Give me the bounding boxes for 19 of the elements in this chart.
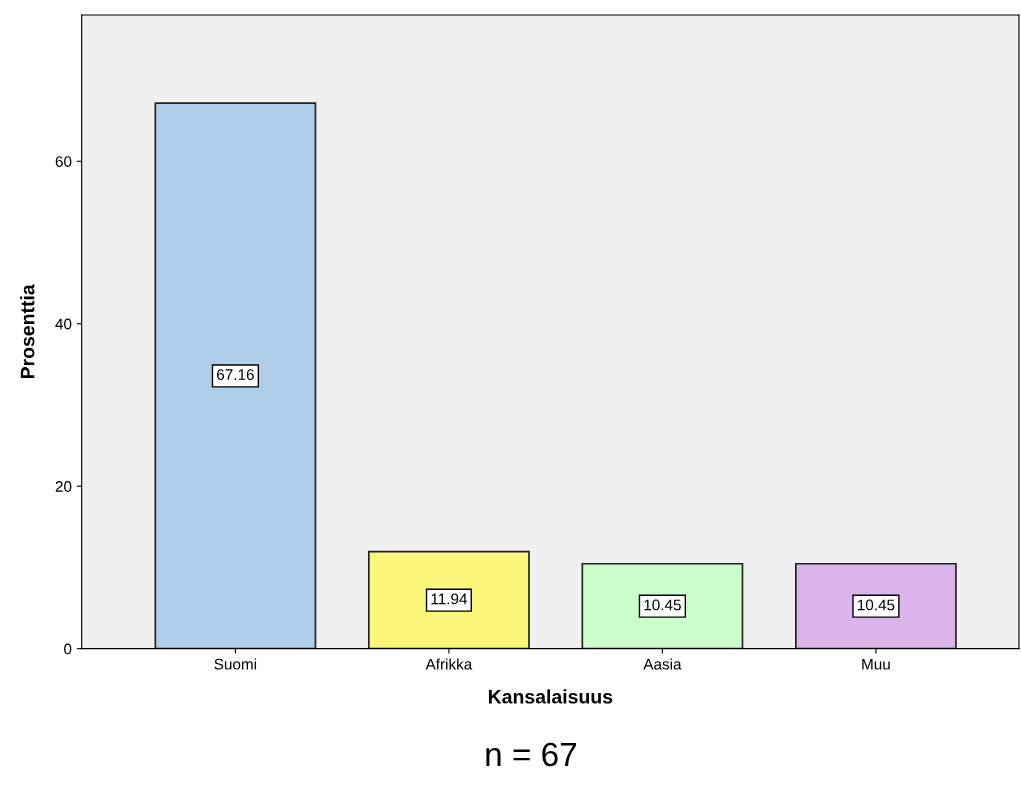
data-label: 10.45 [857, 599, 895, 611]
y-tick-label: 20 [55, 481, 72, 492]
y-axis-title: Prosenttia [20, 284, 35, 379]
bar [581, 562, 744, 649]
data-label: 10.45 [644, 599, 681, 611]
y-tick-label: 60 [55, 156, 72, 167]
x-tick-label: Muu [862, 658, 890, 670]
bar [368, 550, 530, 649]
x-axis-title: Kansalaisuus [488, 689, 613, 704]
x-tick-label: Suomi [214, 658, 257, 670]
x-tick-label: Afrikka [425, 658, 473, 670]
bar [795, 562, 957, 649]
x-tick-label: Aasia [643, 658, 682, 670]
y-tick-label: 40 [55, 318, 72, 330]
data-label: 67.16 [217, 369, 254, 380]
y-tick-label: 0 [64, 643, 72, 655]
text: n = 67 [486, 742, 577, 767]
data-label: 11.94 [431, 593, 468, 605]
bar [154, 102, 317, 649]
